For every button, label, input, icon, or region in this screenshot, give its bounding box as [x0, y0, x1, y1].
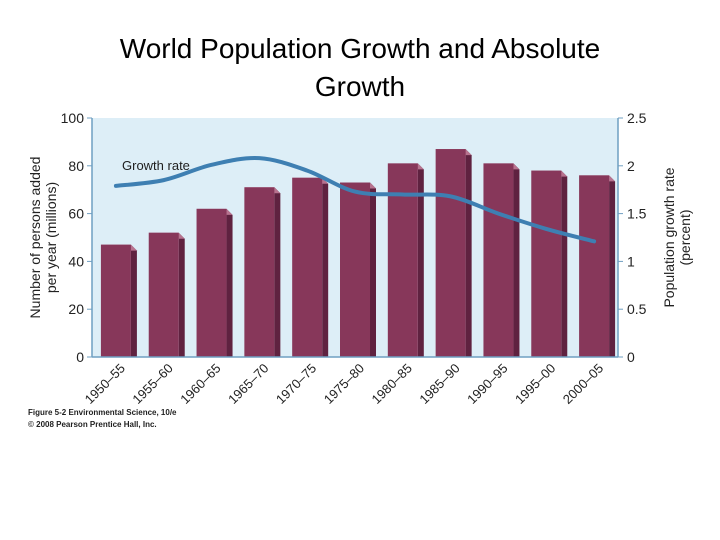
x-tick-label: 1975–80 [321, 361, 367, 407]
bar-1950–55 [100, 244, 137, 357]
bar-side [226, 208, 233, 357]
growth-rate-point [545, 228, 547, 230]
slide-title: World Population Growth and Absolute Gro… [40, 30, 680, 106]
right-tick-label: 0.5 [627, 301, 647, 317]
bar-side [609, 175, 616, 357]
bar-1970–75 [292, 177, 329, 357]
right-axis-title: Population growth rate(percent) [661, 167, 693, 307]
growth-rate-point [163, 179, 165, 181]
x-tick-label: 1955–60 [129, 361, 175, 407]
x-tick-label: 1995–00 [512, 361, 558, 407]
left-axis-title: Number of persons addedper year (million… [27, 157, 59, 319]
left-tick-label: 60 [68, 206, 84, 222]
bar-1985–90 [435, 149, 472, 357]
left-tick-label: 40 [68, 253, 84, 269]
bar-side [322, 177, 329, 357]
right-tick-label: 1.5 [627, 206, 647, 222]
bar-front [148, 232, 179, 357]
copyright-caption: © 2008 Pearson Prentice Hall, Inc. [28, 420, 157, 429]
growth-rate-point [450, 195, 452, 197]
x-tick-label: 1960–65 [177, 361, 223, 407]
bar-1995–00 [531, 170, 568, 357]
x-tick-label: 1985–90 [416, 361, 462, 407]
bar-front [196, 208, 227, 357]
bar-side [417, 163, 424, 357]
x-tick-label: 2000–05 [560, 361, 606, 407]
bar-side [370, 182, 376, 357]
growth-rate-point [115, 185, 117, 187]
growth-rate-series: Growth rate [113, 156, 597, 244]
right-tick-label: 1 [627, 253, 635, 269]
bar-side [178, 232, 185, 357]
bar-2000–05 [579, 175, 616, 357]
bar-front [340, 182, 370, 357]
bar-1960–65 [196, 208, 233, 357]
growth-rate-point [211, 164, 213, 166]
left-tick-label: 0 [76, 349, 84, 365]
bar-side [513, 163, 520, 357]
bar-front [483, 163, 514, 357]
growth-rate-point [258, 157, 260, 159]
bar-front [579, 175, 610, 357]
x-tick-label: 1990–95 [464, 361, 510, 407]
bar-1975–80 [340, 182, 376, 357]
left-tick-label: 100 [61, 110, 85, 126]
bar-side [274, 187, 281, 357]
bar-1955–60 [148, 232, 185, 357]
x-tick-label: 1980–85 [369, 361, 415, 407]
growth-rate-point [306, 170, 308, 172]
left-axis-title-line-1: Number of persons added [27, 157, 43, 319]
left-tick-label: 80 [68, 158, 84, 174]
right-axis-title-line-1: Population growth rate [661, 167, 677, 307]
x-tick-label: 1965–70 [225, 361, 271, 407]
bar-front [244, 187, 275, 357]
slide-title-line-2: Growth [314, 71, 406, 102]
left-axis-title-line-2: per year (millions) [43, 182, 59, 293]
bar-front [100, 244, 131, 357]
bar-side [465, 149, 472, 357]
bar-front [435, 149, 466, 357]
growth-rate-point [497, 213, 499, 215]
slide-title-line-1: World Population Growth and Absolute [119, 33, 601, 64]
left-tick-label: 20 [68, 301, 84, 317]
growth-rate-label: Growth rate [122, 158, 190, 173]
bar-1965–70 [244, 187, 281, 357]
x-tick-label: 1950–55 [82, 361, 128, 407]
right-tick-label: 0 [627, 349, 635, 365]
figure-caption: Figure 5-2 Environmental Science, 10/e [28, 408, 177, 417]
x-tick-label: 1970–75 [273, 361, 319, 407]
bar-side [130, 244, 137, 357]
growth-rate-point [354, 191, 356, 193]
growth-rate-point [402, 193, 404, 195]
growth-rate-point [593, 240, 595, 242]
right-axis-title-line-2: (percent) [677, 209, 693, 265]
right-tick-label: 2 [627, 158, 635, 174]
right-tick-label: 2.5 [627, 110, 647, 126]
bar-side [561, 170, 568, 357]
bar-1990–95 [483, 163, 520, 357]
bar-front [292, 177, 323, 357]
bar-front [531, 170, 562, 357]
